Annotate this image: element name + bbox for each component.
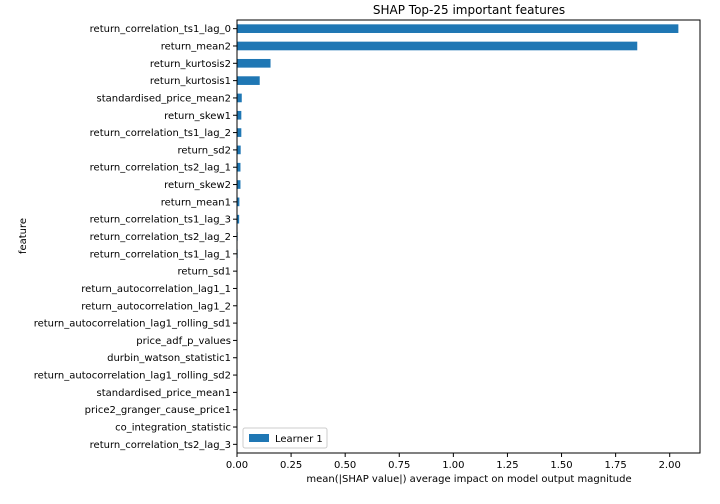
y-tick-label: return_autocorrelation_lag1_rolling_sd2: [34, 371, 231, 382]
bar-return-skew1: [237, 110, 242, 120]
legend-swatch: [249, 434, 269, 442]
y-tick-label: co_integration_statistic: [115, 423, 231, 434]
plot-frame: [236, 19, 701, 454]
y-tick-label: price2_granger_cause_price1: [85, 405, 231, 416]
x-tick-label: 1.50: [550, 460, 572, 471]
bar-return-correlation-ts1-lag-2: [237, 128, 242, 137]
bar-return-mean2: [237, 41, 638, 51]
bar-return-sd2: [237, 145, 241, 155]
x-tick-label: 1.75: [604, 460, 626, 471]
y-axis-label: feature: [18, 218, 29, 254]
y-tick-label: return_autocorrelation_lag1_rolling_sd1: [34, 319, 231, 330]
bar-return-correlation-ts1-lag-0: [237, 24, 679, 33]
x-axis-label: mean(|SHAP value|) average impact on mod…: [306, 474, 631, 485]
y-tick-labels: return_correlation_ts1_lag_0 return_mean2…: [34, 24, 237, 451]
bars-group: [237, 24, 679, 449]
x-tick-label: 2.00: [659, 460, 681, 471]
y-tick-label: return_correlation_ts1_lag_2: [90, 128, 231, 139]
y-tick-label: return_sd2: [178, 145, 232, 156]
bar-return-skew2: [237, 180, 241, 189]
y-tick-label: return_correlation_ts1_lag_1: [90, 249, 231, 260]
y-tick-label: standardised_price_mean1: [97, 388, 231, 399]
x-tick-label: 0.00: [226, 460, 248, 471]
chart-title: SHAP Top-25 important features: [373, 3, 565, 17]
bar-return-correlation-ts2-lag-1: [237, 162, 241, 172]
y-tick-label: return_correlation_ts2_lag_2: [90, 232, 231, 243]
x-tick-label: 1.25: [496, 460, 518, 471]
legend: Learner 1: [242, 427, 328, 449]
x-tick-labels: 0.00 0.25 0.50 0.75 1.00 1.25 1.50 1.75 2.00: [226, 453, 681, 471]
x-tick-label: 0.25: [280, 460, 302, 471]
y-tick-label: return_correlation_ts1_lag_0: [90, 24, 231, 35]
y-tick-label: return_correlation_ts2_lag_1: [90, 163, 231, 174]
bar-return-kurtosis2: [237, 58, 271, 68]
y-tick-label: return_autocorrelation_lag1_2: [81, 301, 231, 312]
bar-return-kurtosis1: [237, 76, 260, 85]
y-tick-label: return_correlation_ts1_lag_3: [90, 215, 231, 226]
y-tick-label: return_mean1: [161, 197, 231, 208]
y-tick-label: standardised_price_mean2: [97, 93, 231, 104]
y-tick-label: return_skew2: [164, 180, 231, 191]
y-tick-label: return_kurtosis2: [150, 59, 231, 70]
y-tick-label: return_sd1: [178, 267, 232, 278]
y-tick-label: price_adf_p_values: [136, 336, 231, 347]
x-tick-label: 0.50: [334, 460, 356, 471]
bar-standardised-price-mean2: [237, 93, 242, 103]
bar-return-mean1: [237, 197, 240, 207]
y-tick-label: durbin_watson_statistic1: [107, 353, 231, 364]
bar-return-correlation-ts1-lag-3: [237, 214, 240, 224]
y-tick-label: return_mean2: [161, 41, 231, 52]
x-tick-label: 0.75: [388, 460, 410, 471]
y-tick-label: return_correlation_ts2_lag_3: [90, 440, 231, 451]
legend-box: [242, 427, 328, 449]
y-tick-label: return_skew1: [164, 111, 231, 122]
y-tick-label: return_kurtosis1: [150, 76, 231, 87]
y-tick-label: return_autocorrelation_lag1_1: [81, 284, 231, 295]
x-tick-label: 1.00: [442, 460, 464, 471]
legend-label: Learner 1: [275, 434, 323, 445]
